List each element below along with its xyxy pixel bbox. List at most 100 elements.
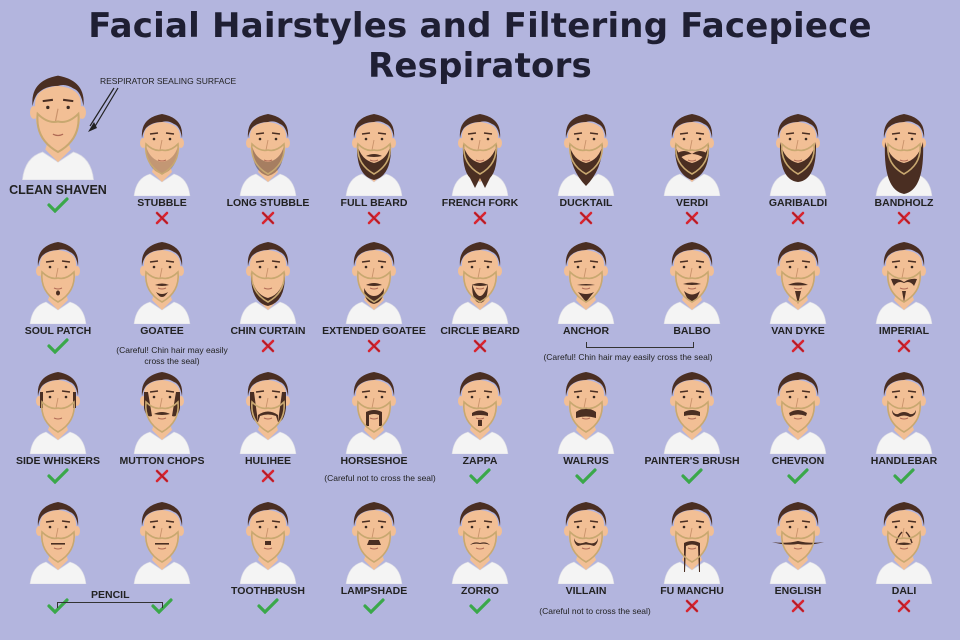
hairstyle-label: PAINTER'S BRUSH [644, 455, 740, 467]
hairstyle-label: HULIHEE [244, 455, 292, 467]
hairstyle-sidewhiskers: SIDE WHISKERS [5, 366, 111, 484]
check-icon [47, 468, 69, 484]
hairstyle-dali: DALI [851, 496, 957, 614]
hairstyle-label: CHIN CURTAIN [230, 325, 306, 337]
check-icon [893, 468, 915, 484]
hairstyle-garibaldi: GARIBALDI [745, 108, 851, 226]
hairstyle-lampshade: LAMPSHADE [321, 496, 427, 614]
hairstyle-fumanchu: FU MANCHU [639, 496, 745, 614]
hairstyle-label: SOUL PATCH [24, 325, 92, 337]
hairstyle-walrus: WALRUS [533, 366, 639, 484]
villain-note: (Careful not to cross the seal) [539, 606, 651, 616]
hairstyle-label: SIDE WHISKERS [15, 455, 100, 467]
hairstyle-label: GARIBALDI [768, 197, 828, 209]
hairstyle-bandholz: BANDHOLZ [851, 108, 957, 226]
hairstyle-ducktail: DUCKTAIL [533, 108, 639, 226]
anchor-balbo-note: (Careful! Chin hair may easily cross the… [543, 352, 713, 362]
hairstyle-label: EXTENDED GOATEE [322, 325, 426, 337]
pencil-bracket [57, 602, 163, 608]
hairstyle-label: BANDHOLZ [874, 197, 934, 209]
cross-icon [473, 211, 487, 225]
cross-icon [261, 469, 275, 483]
hairstyle-label: ENGLISH [774, 585, 822, 597]
hairstyle-label: FULL BEARD [340, 197, 408, 209]
cross-icon [791, 339, 805, 353]
hairstyle-label: ZORRO [461, 585, 499, 597]
callout-arrow-icon [88, 87, 119, 132]
hairstyle-label: DUCKTAIL [559, 197, 613, 209]
cross-icon [685, 211, 699, 225]
cross-icon [261, 211, 275, 225]
check-icon [787, 468, 809, 484]
check-icon [47, 197, 69, 213]
cross-icon [897, 599, 911, 613]
cross-icon [579, 211, 593, 225]
hairstyle-longstubble: LONG STUBBLE [215, 108, 321, 226]
hairstyle-label: TOOTHBRUSH [231, 585, 305, 597]
check-icon [151, 598, 173, 614]
hairstyle-label: LAMPSHADE [340, 585, 408, 597]
cross-icon [261, 339, 275, 353]
hairstyle-hulihee: HULIHEE [215, 366, 321, 484]
hairstyle-label: HORSESHOE [340, 455, 408, 467]
hairstyle-label: VILLAIN [565, 585, 607, 597]
hairstyle-english: ENGLISH [745, 496, 851, 614]
hairstyle-stubble: STUBBLE [109, 108, 215, 226]
hairstyle-painter: PAINTER'S BRUSH [639, 366, 745, 484]
hairstyle-label: CLEAN SHAVEN [9, 183, 107, 197]
hairstyle-extgoatee: EXTENDED GOATEE [321, 236, 427, 354]
hairstyle-label: VAN DYKE [771, 325, 825, 337]
hairstyle-label: CIRCLE BEARD [440, 325, 520, 337]
check-icon [47, 338, 69, 354]
hairstyle-toothbrush: TOOTHBRUSH [215, 496, 321, 614]
respirator-seal-callout: RESPIRATOR SEALING SURFACE [100, 76, 237, 86]
pencil-label: PENCIL [91, 589, 130, 601]
hairstyle-label: FRENCH FORK [441, 197, 519, 209]
cross-icon [791, 599, 805, 613]
hairstyle-label: HANDLEBAR [870, 455, 938, 467]
hairstyle-chincurtain: CHIN CURTAIN [215, 236, 321, 354]
hairstyle-imperial: IMPERIAL [851, 236, 957, 354]
hairstyle-pencil [5, 496, 111, 614]
check-icon [469, 598, 491, 614]
hairstyle-zappa: ZAPPA [427, 366, 533, 484]
hairstyle-anchor: ANCHOR [533, 236, 639, 354]
cross-icon [155, 469, 169, 483]
cross-icon [685, 599, 699, 613]
check-icon [47, 598, 69, 614]
cross-icon [367, 339, 381, 353]
cross-icon [473, 339, 487, 353]
check-icon [681, 468, 703, 484]
horseshoe-note: (Careful not to cross the seal) [324, 473, 436, 483]
hairstyle-label: VERDI [675, 197, 709, 209]
goatee-note: (Careful! Chin hair may easily cross the… [116, 345, 228, 366]
hairstyle-label: ANCHOR [562, 325, 610, 337]
hairstyle-fullbeard: FULL BEARD [321, 108, 427, 226]
hairstyle-zorro: ZORRO [427, 496, 533, 614]
hairstyle-frenchfork: FRENCH FORK [427, 108, 533, 226]
anchor-balbo-bracket [586, 342, 694, 348]
cross-icon [791, 211, 805, 225]
hairstyle-soulpatch: SOUL PATCH [5, 236, 111, 354]
cross-icon [897, 339, 911, 353]
hairstyle-villain: VILLAIN [533, 496, 639, 614]
check-icon [257, 598, 279, 614]
cross-icon [367, 211, 381, 225]
hairstyle-circle: CIRCLE BEARD [427, 236, 533, 354]
hairstyle-label: IMPERIAL [878, 325, 930, 337]
hairstyle-handlebar: HANDLEBAR [851, 366, 957, 484]
hairstyle-vandyke: VAN DYKE [745, 236, 851, 354]
page-title: Facial Hairstyles and Filtering Facepiec… [88, 6, 872, 86]
hairstyle-label: STUBBLE [137, 197, 187, 209]
hairstyle-label: WALRUS [563, 455, 609, 467]
hairstyle-label: LONG STUBBLE [226, 197, 310, 209]
cross-icon [897, 211, 911, 225]
hairstyle-label: FU MANCHU [660, 585, 724, 597]
hairstyle-goatee: GOATEE [109, 236, 215, 354]
hairstyle-balbo: BALBO [639, 236, 745, 354]
check-icon [575, 468, 597, 484]
hairstyle-horseshoe: HORSESHOE [321, 366, 427, 484]
check-icon [363, 598, 385, 614]
hairstyle-mutton: MUTTON CHOPS [109, 366, 215, 484]
